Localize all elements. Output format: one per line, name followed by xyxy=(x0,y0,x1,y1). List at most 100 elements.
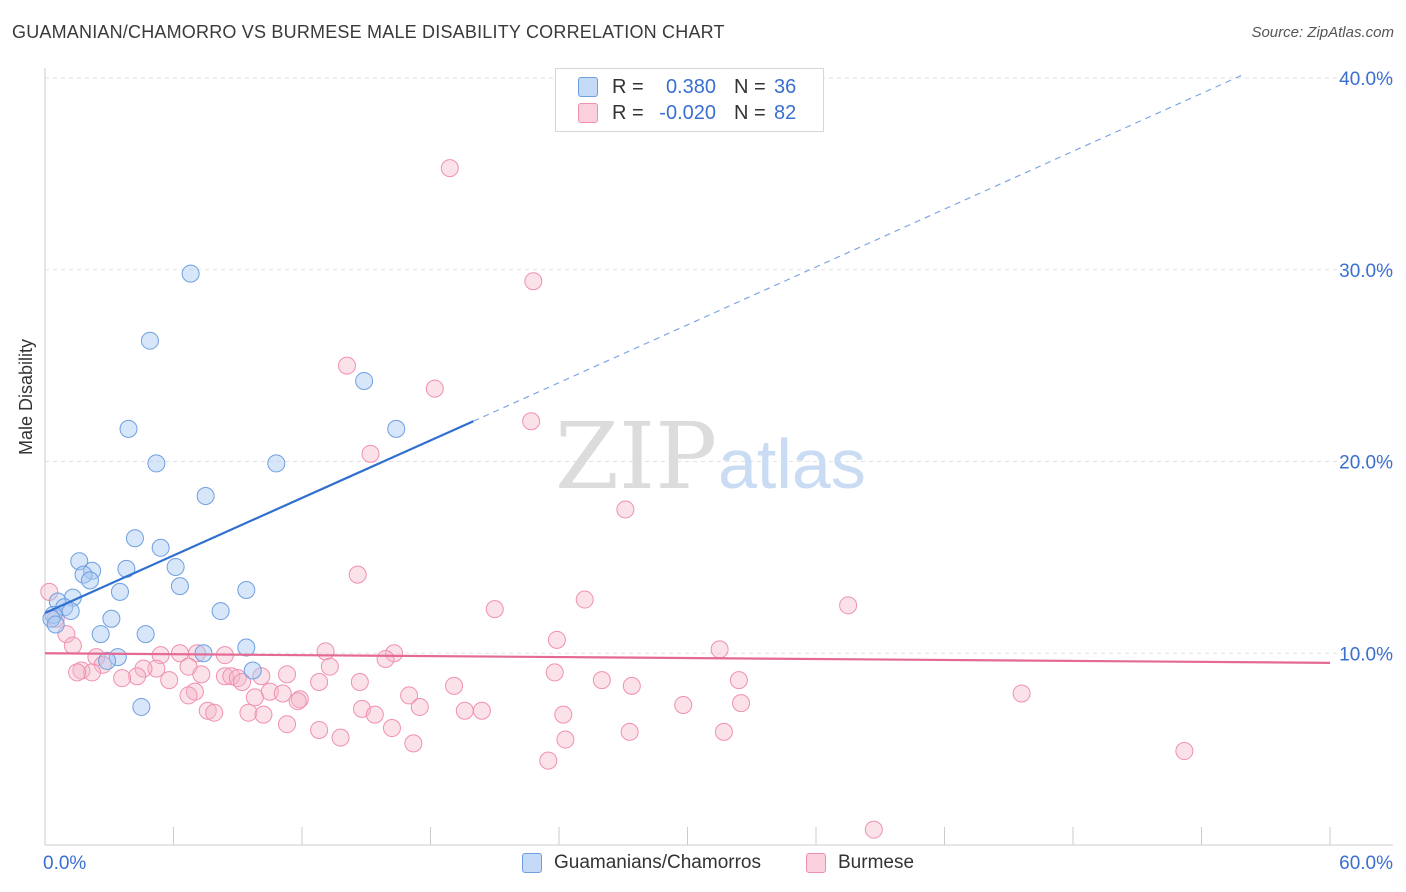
point-burmese xyxy=(547,630,566,649)
point-burmese xyxy=(545,663,564,682)
point-guamanian xyxy=(237,638,256,657)
legend-n-value: 82 xyxy=(774,101,797,124)
source-label: Source: ZipAtlas.com xyxy=(1251,24,1394,41)
point-guamanian xyxy=(70,552,89,571)
trend-line-guamanian xyxy=(44,420,474,614)
data-points xyxy=(40,159,1194,839)
legend-r-value: -0.020 xyxy=(659,101,716,124)
point-guamanian xyxy=(119,419,138,438)
point-burmese xyxy=(864,820,883,839)
point-burmese xyxy=(575,590,594,609)
legend-row-guamanians: R = 0.380 N = 36 xyxy=(578,75,796,99)
point-burmese xyxy=(331,728,350,747)
point-burmese xyxy=(455,701,474,720)
point-guamanian xyxy=(151,538,170,557)
point-burmese xyxy=(288,692,307,711)
trend-line-guamanian-extension xyxy=(473,73,1245,422)
point-burmese xyxy=(556,730,575,749)
bottom-legend-guamanians: Guamanians/Chamorros xyxy=(522,852,761,874)
point-burmese xyxy=(278,665,297,684)
x-tick-label: 60.0% xyxy=(1339,853,1393,874)
point-burmese xyxy=(179,686,198,705)
point-guamanian xyxy=(267,454,286,473)
point-guamanian xyxy=(80,571,99,590)
watermark: ZIP atlas xyxy=(555,403,866,510)
point-guamanian xyxy=(136,625,155,644)
point-guamanian xyxy=(147,454,166,473)
legend-r-label: R = xyxy=(612,101,644,124)
point-burmese xyxy=(674,696,693,715)
point-burmese xyxy=(254,705,273,724)
point-burmese xyxy=(198,701,217,720)
point-guamanian xyxy=(181,264,200,283)
point-burmese xyxy=(222,667,241,686)
legend-row-burmese: R = -0.020 N = 82 xyxy=(578,101,796,125)
point-guamanian xyxy=(110,582,129,601)
point-guamanian xyxy=(211,602,230,621)
point-burmese xyxy=(147,659,166,678)
y-axis-label: Male Disability xyxy=(16,338,36,455)
point-guamanian xyxy=(125,529,144,548)
watermark-atlas: atlas xyxy=(718,425,866,503)
y-tick-label: 40.0% xyxy=(1339,69,1393,90)
point-burmese xyxy=(729,671,748,690)
point-guamanian xyxy=(98,651,117,670)
point-burmese xyxy=(83,663,102,682)
point-guamanian xyxy=(170,577,189,596)
point-burmese xyxy=(310,720,329,739)
point-guamanian xyxy=(102,609,121,628)
point-burmese xyxy=(404,734,423,753)
trend-lines xyxy=(44,73,1331,664)
point-burmese xyxy=(522,412,541,431)
point-burmese xyxy=(620,722,639,741)
point-burmese xyxy=(316,642,335,661)
point-burmese xyxy=(1012,684,1031,703)
point-burmese xyxy=(622,676,641,695)
point-burmese xyxy=(440,159,459,178)
point-burmese xyxy=(732,694,751,713)
chart-title: GUAMANIAN/CHAMORRO VS BURMESE MALE DISAB… xyxy=(12,22,725,42)
point-burmese xyxy=(472,701,491,720)
point-burmese xyxy=(539,751,558,770)
point-burmese xyxy=(245,688,264,707)
point-guamanian xyxy=(355,371,374,390)
point-burmese xyxy=(382,719,401,738)
bottom-legend-swatch-blue xyxy=(522,853,542,873)
point-burmese xyxy=(68,663,87,682)
point-guamanian xyxy=(387,419,406,438)
bottom-legend-label: Guamanians/Chamorros xyxy=(554,852,761,873)
point-guamanian xyxy=(243,661,262,680)
point-burmese xyxy=(273,684,292,703)
y-tick-label: 30.0% xyxy=(1339,261,1393,282)
point-burmese xyxy=(192,665,211,684)
legend-r-value: 0.380 xyxy=(665,75,716,98)
point-guamanian xyxy=(166,557,185,576)
point-burmese xyxy=(361,444,380,463)
point-burmese xyxy=(113,669,132,688)
point-burmese xyxy=(310,673,329,692)
trend-line-burmese xyxy=(44,652,1331,664)
point-burmese xyxy=(337,356,356,375)
point-burmese xyxy=(524,272,543,291)
tick-labels: 10.0% 20.0% 30.0% 40.0% 0.0% 60.0% xyxy=(43,69,1393,874)
point-burmese xyxy=(554,705,573,724)
bottom-legend-swatch-pink xyxy=(806,853,826,873)
bottom-legend-burmese: Burmese xyxy=(806,852,914,874)
legend-swatch-blue xyxy=(578,77,598,97)
point-guamanian xyxy=(140,331,159,350)
point-guamanian xyxy=(194,644,213,663)
point-guamanian xyxy=(46,615,65,634)
legend-n-label: N = xyxy=(734,75,766,98)
point-burmese xyxy=(445,676,464,695)
legend-n-value: 36 xyxy=(774,75,797,98)
gridlines xyxy=(45,77,1393,654)
x-tick-label: 0.0% xyxy=(43,853,86,874)
point-burmese xyxy=(839,596,858,615)
legend-swatch-pink xyxy=(578,103,598,123)
point-burmese xyxy=(410,697,429,716)
point-guamanian xyxy=(237,580,256,599)
correlation-legend: R = 0.380 N = 36 R = -0.020 N = 82 xyxy=(555,68,824,132)
point-burmese xyxy=(616,500,635,519)
point-burmese xyxy=(205,703,224,722)
